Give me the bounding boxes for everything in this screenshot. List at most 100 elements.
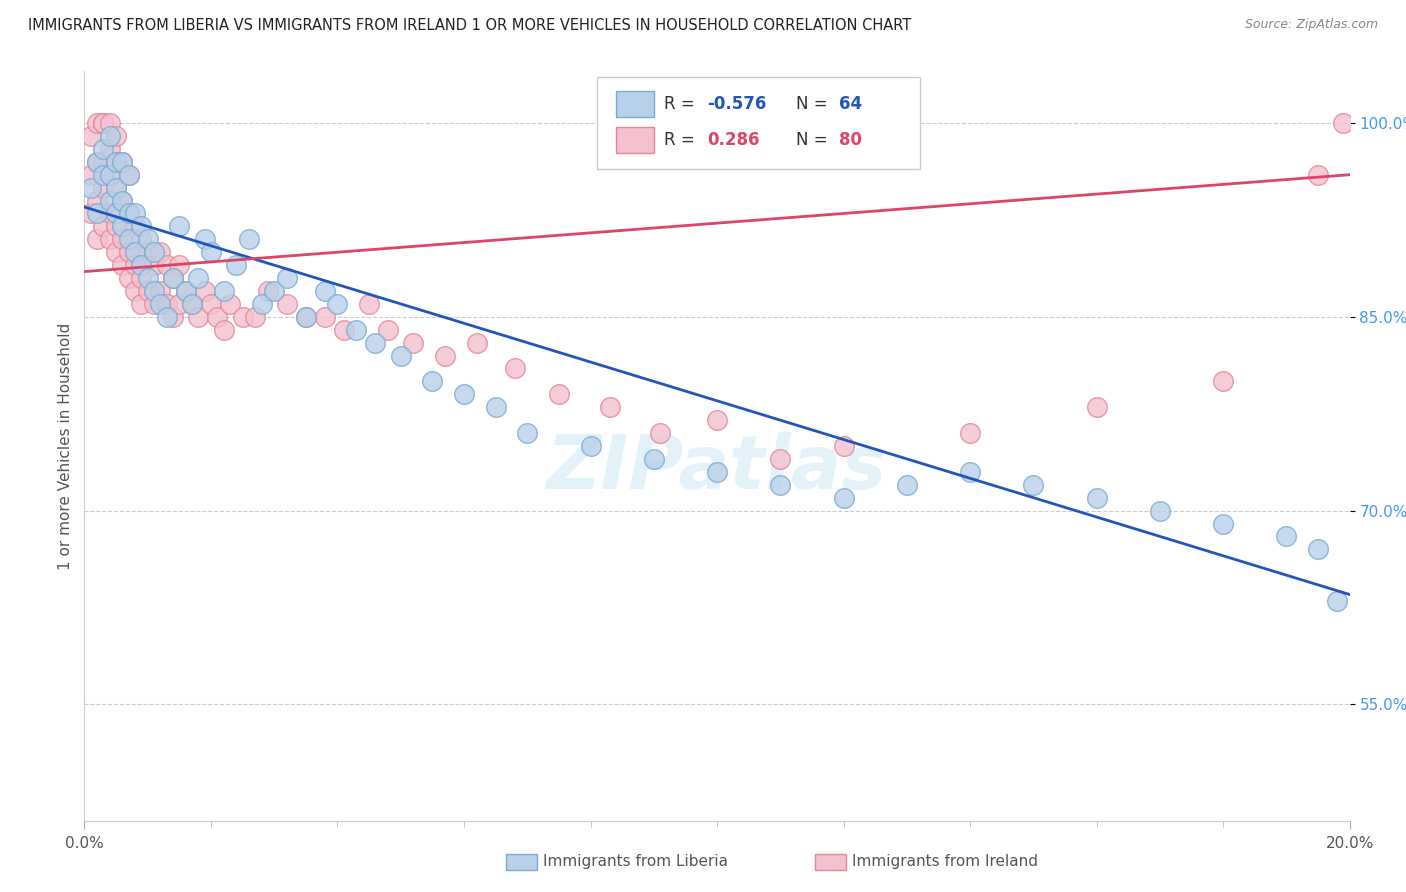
Point xyxy=(136,284,159,298)
Point xyxy=(959,426,981,441)
Point xyxy=(212,323,235,337)
Point xyxy=(959,465,981,479)
Point xyxy=(169,258,191,272)
Point xyxy=(98,142,121,156)
Point xyxy=(207,310,229,324)
Point xyxy=(124,258,146,272)
Point xyxy=(93,116,115,130)
Point xyxy=(453,387,475,401)
Point xyxy=(79,180,103,194)
Point xyxy=(263,284,285,298)
Point xyxy=(86,116,108,130)
Point xyxy=(193,284,217,298)
Point xyxy=(516,426,538,441)
Point xyxy=(225,258,247,272)
Point xyxy=(111,154,134,169)
Point xyxy=(1085,491,1108,505)
Point xyxy=(769,451,792,466)
Point xyxy=(118,206,141,220)
Point xyxy=(346,323,368,337)
Point xyxy=(111,232,134,246)
Point xyxy=(579,439,602,453)
Point xyxy=(187,271,209,285)
Point xyxy=(143,245,166,260)
Text: R =: R = xyxy=(664,95,700,112)
Point xyxy=(79,128,103,143)
Point xyxy=(111,219,134,234)
Point xyxy=(98,168,121,182)
Point xyxy=(79,206,103,220)
Point xyxy=(295,310,318,324)
Point xyxy=(238,232,260,246)
FancyBboxPatch shape xyxy=(596,77,920,169)
Point xyxy=(111,194,134,208)
Point xyxy=(98,116,121,130)
Point xyxy=(162,310,184,324)
Point xyxy=(155,258,177,272)
Text: N =: N = xyxy=(796,95,832,112)
Point xyxy=(118,245,141,260)
Point xyxy=(326,297,349,311)
Point xyxy=(1149,503,1171,517)
Point xyxy=(162,271,184,285)
Point xyxy=(276,271,298,285)
Point xyxy=(250,297,273,311)
Point xyxy=(149,245,172,260)
Point xyxy=(706,465,728,479)
Point xyxy=(129,271,153,285)
Point xyxy=(124,219,146,234)
Text: N =: N = xyxy=(796,130,832,149)
Text: ZIPatlas: ZIPatlas xyxy=(547,432,887,505)
Point xyxy=(1308,542,1330,557)
Point xyxy=(105,128,127,143)
Point xyxy=(706,413,728,427)
Text: R =: R = xyxy=(664,130,700,149)
Point xyxy=(648,426,672,441)
Text: Immigrants from Ireland: Immigrants from Ireland xyxy=(852,855,1038,869)
Point xyxy=(832,439,855,453)
Point xyxy=(333,323,356,337)
Point xyxy=(86,206,108,220)
Point xyxy=(93,168,115,182)
Point xyxy=(111,194,134,208)
Point xyxy=(1085,401,1108,415)
Text: Immigrants from Liberia: Immigrants from Liberia xyxy=(543,855,728,869)
Point xyxy=(174,284,197,298)
Point xyxy=(143,258,166,272)
Text: 0.286: 0.286 xyxy=(707,130,759,149)
Point xyxy=(155,310,177,324)
Point xyxy=(136,245,159,260)
Point xyxy=(93,142,115,156)
Point xyxy=(169,297,191,311)
Point xyxy=(124,284,146,298)
Point xyxy=(98,168,121,182)
Point xyxy=(769,477,792,491)
Point xyxy=(832,491,855,505)
Point xyxy=(105,154,127,169)
Point xyxy=(1308,168,1330,182)
Point xyxy=(129,258,153,272)
Point xyxy=(105,219,127,234)
Point xyxy=(124,206,146,220)
Point xyxy=(111,154,134,169)
Text: Source: ZipAtlas.com: Source: ZipAtlas.com xyxy=(1244,18,1378,31)
Point xyxy=(200,245,222,260)
Point xyxy=(93,180,115,194)
Point xyxy=(1212,375,1234,389)
Point xyxy=(484,401,508,415)
Point xyxy=(118,168,141,182)
Point xyxy=(1333,116,1355,130)
Point xyxy=(465,335,488,350)
Point xyxy=(118,206,141,220)
Point xyxy=(200,297,222,311)
Point xyxy=(187,310,209,324)
Point xyxy=(93,219,115,234)
Point xyxy=(124,245,146,260)
Point xyxy=(105,206,127,220)
Point xyxy=(86,232,108,246)
Point xyxy=(389,349,412,363)
Point xyxy=(434,349,457,363)
Point xyxy=(149,297,172,311)
Point xyxy=(105,180,127,194)
Text: 80: 80 xyxy=(838,130,862,149)
